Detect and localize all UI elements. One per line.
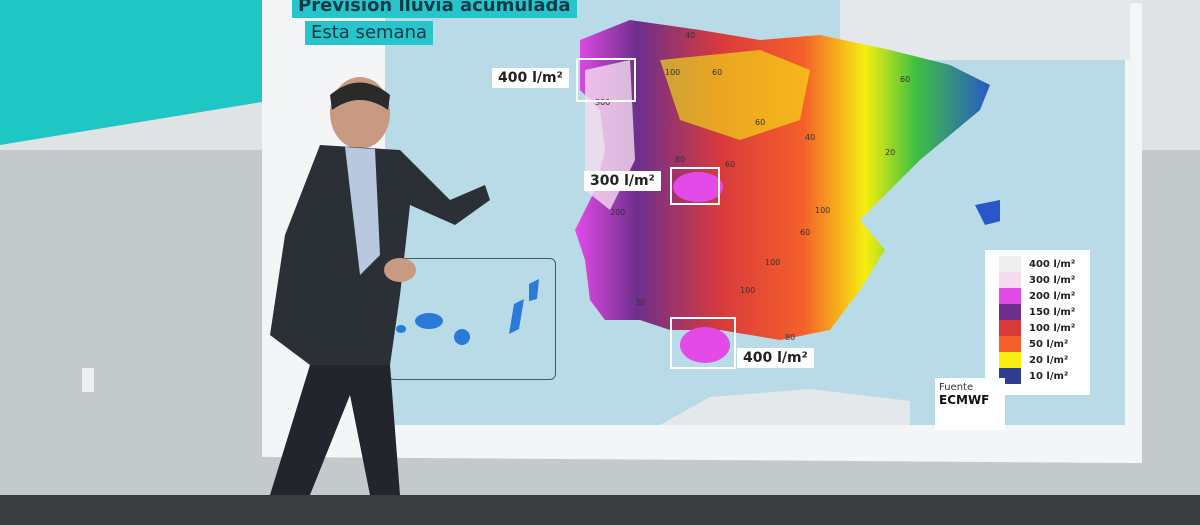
- north-yellow-zone: [660, 50, 810, 140]
- legend-swatch: [999, 320, 1021, 336]
- legend-label: 50 l/m²: [1029, 338, 1069, 350]
- presenter-trousers: [270, 365, 400, 495]
- legend-item: 10 l/m²: [999, 368, 1089, 384]
- legend-label: 400 l/m²: [1029, 258, 1076, 270]
- highlight-box-galicia: [576, 58, 636, 102]
- presenter-hand: [384, 258, 416, 282]
- map-label: 100: [765, 258, 780, 267]
- legend-item: 50 l/m²: [999, 336, 1089, 352]
- map-label: 60: [900, 75, 910, 84]
- presenter-shirt: [345, 147, 380, 275]
- legend: 400 l/m² 300 l/m² 200 l/m² 150 l/m² 100 …: [985, 250, 1090, 395]
- presenter: [270, 77, 490, 495]
- legend-label: 10 l/m²: [1029, 370, 1069, 382]
- legend-label: 300 l/m²: [1029, 274, 1076, 286]
- cadiz-high-zone: [680, 327, 730, 363]
- legend-label: 150 l/m²: [1029, 306, 1076, 318]
- legend-label: 200 l/m²: [1029, 290, 1076, 302]
- legend-label: 20 l/m²: [1029, 354, 1069, 366]
- highlight-box-madrid: [670, 167, 720, 205]
- canary-islands: [396, 279, 539, 345]
- legend-item: 150 l/m²: [999, 304, 1089, 320]
- map-label: 60: [755, 118, 765, 127]
- legend-swatch: [999, 256, 1021, 272]
- callout-madrid: 300 l/m²: [584, 171, 661, 191]
- wall-switch: [82, 368, 94, 392]
- canary-islands-inset: [388, 258, 556, 380]
- map-subtitle: Esta semana: [305, 21, 434, 45]
- callout-cadiz: 400 l/m²: [737, 348, 814, 368]
- legend-swatch: [999, 272, 1021, 288]
- map-title: Previsión lluvia acumulada: [292, 0, 577, 18]
- rain-map: 40 100 60 60 40 60 20 80 60 100 200 300 …: [575, 20, 1000, 363]
- legend-label: 100 l/m²: [1029, 322, 1076, 334]
- map-label: 20: [885, 148, 895, 157]
- highlight-box-cadiz: [670, 317, 736, 369]
- studio-floor: [0, 495, 1200, 525]
- map-label: 100: [815, 206, 830, 215]
- map-label: 30: [635, 298, 645, 307]
- map-label: 60: [725, 160, 735, 169]
- mallorca: [975, 200, 1000, 225]
- legend-swatch: [999, 352, 1021, 368]
- source-label: Fuente: [939, 382, 974, 393]
- map-label: 60: [800, 228, 810, 237]
- map-label: 40: [685, 31, 695, 40]
- map-label: 200: [610, 208, 625, 217]
- map-label: 100: [665, 68, 680, 77]
- presenter-hair: [330, 82, 390, 110]
- map-label: 100: [740, 286, 755, 295]
- legend-item: 300 l/m²: [999, 272, 1089, 288]
- legend-item: 200 l/m²: [999, 288, 1089, 304]
- callout-galicia: 400 l/m²: [492, 68, 569, 88]
- legend-item: 100 l/m²: [999, 320, 1089, 336]
- source-box: Fuente ECMWF: [935, 378, 1005, 430]
- map-label: 80: [675, 155, 685, 164]
- legend-swatch: [999, 304, 1021, 320]
- source-value: ECMWF: [939, 393, 990, 407]
- map-label: 40: [805, 133, 815, 142]
- legend-item: 20 l/m²: [999, 352, 1089, 368]
- legend-swatch: [999, 336, 1021, 352]
- map-label: 80: [785, 333, 795, 342]
- madrid-high-zone: [673, 172, 723, 202]
- map-label: 60: [712, 68, 722, 77]
- map-label: 300: [595, 98, 610, 107]
- legend-swatch: [999, 288, 1021, 304]
- legend-item: 400 l/m²: [999, 256, 1089, 272]
